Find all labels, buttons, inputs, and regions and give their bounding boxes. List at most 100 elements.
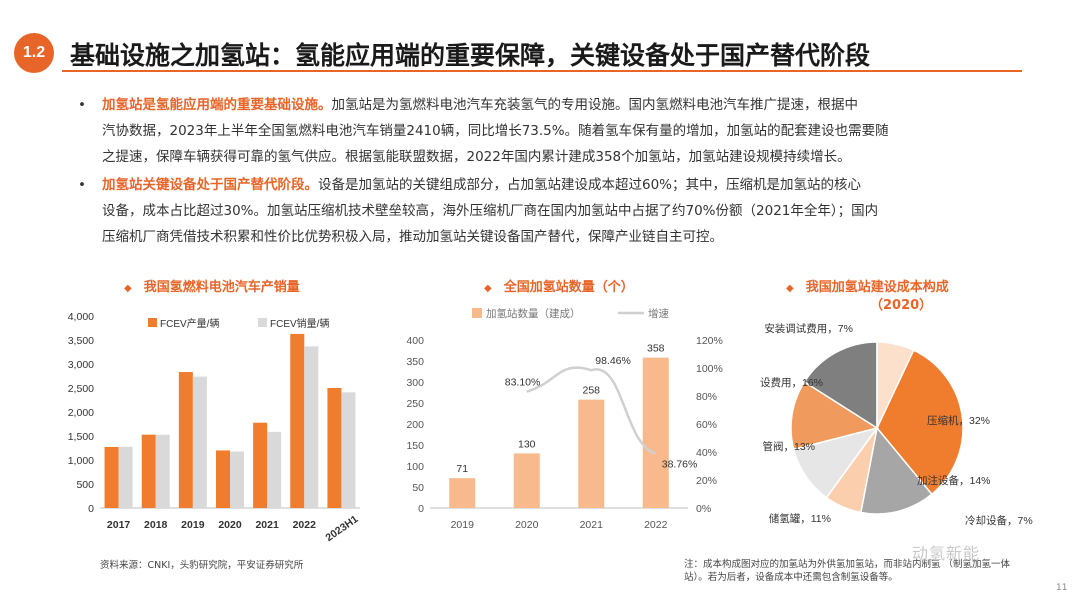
bar-sales — [192, 376, 207, 508]
pie-slice — [860, 426, 933, 515]
bar-sales — [304, 346, 319, 508]
line-data-label: 38.76% — [662, 459, 698, 471]
x-tick-label: 2018 — [144, 519, 168, 531]
x-tick-label: 2019 — [181, 519, 205, 531]
bar-sales — [341, 392, 356, 508]
bar-data-label: 71 — [456, 463, 468, 475]
y-tick-label: 1,000 — [68, 455, 94, 467]
hydrogen-station-count-chart: 0 50 100 150 200 250 300 350 400 0% 20% 40% 60% 80% 10… — [406, 307, 723, 531]
slide-header: 1.2 基础设施之加氢站：氢能应用端的重要保障，关键设备处于国产替代阶段 — [0, 0, 1080, 74]
pie-slice-label: 压缩机，32% — [927, 414, 990, 427]
section-number-badge: 1.2 — [14, 33, 54, 73]
y-tick-label: 50 — [412, 482, 424, 494]
chart1-title: ◆ 我国氢燃料电池汽车产销量 — [124, 276, 300, 295]
pie-slice — [790, 380, 879, 451]
page-title: 基础设施之加氢站：氢能应用端的重要保障，关键设备处于国产替代阶段 — [70, 41, 871, 70]
bar-sales — [118, 446, 133, 508]
bar-station-count — [449, 478, 476, 508]
y2-tick-label: 20% — [696, 475, 717, 487]
y-tick-label: 400 — [406, 335, 424, 347]
title-divider — [62, 70, 1022, 72]
page-number: 11 — [1056, 583, 1068, 593]
x-tick-label: 2020 — [218, 519, 242, 531]
y-tick-label: 500 — [76, 479, 94, 491]
bullet-text-line: 设备是加氢站的关键组成部分，占加氢站建设成本超过60%；其中，压缩机是加氢站的核… — [318, 177, 862, 193]
legend-label: 加氢站数量（建成） — [486, 307, 581, 320]
legend-swatch — [258, 318, 267, 327]
bar-sales — [267, 431, 282, 508]
diamond-icon: ◆ — [786, 283, 794, 294]
x-tick-label: 2019 — [451, 519, 475, 531]
y-tick-label: 3,000 — [68, 359, 94, 371]
y-tick-label: 250 — [406, 398, 424, 410]
bar-data-label: 358 — [647, 343, 665, 355]
watermark-text: 动氢新能 — [912, 544, 981, 563]
bullet-highlight: 加氢站关键设备处于国产替代阶段。 — [102, 177, 318, 193]
y-tick-label: 300 — [406, 377, 424, 389]
x-tick-label: 2021 — [255, 519, 279, 531]
y2-tick-label: 0% — [696, 503, 711, 515]
source-text: 资料来源：CNKI，头豹研究院，平安证券研究所 — [100, 560, 304, 571]
y-tick-label: 1,500 — [68, 431, 94, 443]
bullet-list: • 加氢站是氢能应用端的重要基础设施。加氢站是为氢燃料电池汽车充装氢气的专用设施… — [78, 92, 1008, 250]
chart2-title-text: 全国加氢站数量（个） — [503, 280, 634, 295]
bar-production — [290, 333, 305, 508]
pie-slice — [876, 341, 915, 429]
legend-label: FCEV产量/辆 — [160, 317, 219, 330]
bar-sales — [155, 434, 170, 508]
fcev-production-sales-chart: 0 500 1,000 1,500 2,000 2,500 3,000 3,500 4,000 2… — [68, 311, 361, 544]
station-cost-pie-chart: 压缩机，32% 加注设备，14% 冷却设备，7% 储氢罐，11% 管阀，13% 建设费用，… — [760, 322, 1033, 527]
y-tick-label: 200 — [406, 419, 424, 431]
chart1-title-text: 我国氢燃料电池汽车产销量 — [143, 280, 300, 295]
pie-slice-label: 加注设备，14% — [917, 474, 991, 487]
y-tick-label: 0 — [418, 503, 424, 515]
bar-station-count — [642, 357, 669, 508]
bar-station-count — [578, 399, 605, 508]
y-tick-label: 100 — [406, 461, 424, 473]
chart2-title: ◆ 全国加氢站数量（个） — [484, 276, 634, 295]
bullet-text-line: 设备，成本占比超过30%。加氢站压缩机技术壁垒较高，海外压缩机厂商在国内加氢站中… — [102, 203, 879, 219]
legend-label: 增速 — [648, 307, 669, 320]
line-data-label: 83.10% — [505, 377, 541, 389]
bar-production — [178, 372, 193, 508]
diamond-icon: ◆ — [124, 283, 132, 294]
y-tick-label: 2,500 — [68, 383, 94, 395]
bullet-text-line: 之提速，保障车辆获得可靠的氢气供应。根据氢能联盟数据，2022年国内累计建成35… — [102, 149, 851, 165]
chart3-subtitle: （2020） — [870, 298, 933, 313]
y-tick-label: 350 — [406, 356, 424, 368]
bar-sales — [230, 451, 244, 508]
y-tick-label: 3,500 — [68, 335, 94, 347]
bar-data-label: 130 — [518, 438, 536, 450]
bullet-text-line: 汽协数据，2023年上半年全国氢燃料电池汽车销量2410辆，同比增长73.5%。… — [102, 123, 889, 139]
bar-data-label: 258 — [582, 385, 600, 397]
y2-tick-label: 120% — [696, 335, 723, 347]
bar-production — [253, 422, 268, 508]
line-data-label: 98.46% — [595, 355, 631, 367]
pie-slice-label: 储氢罐，11% — [769, 512, 831, 525]
bullet-item-hydrogen-station: • 加氢站是氢能应用端的重要基础设施。加氢站是为氢燃料电池汽车充装氢气的专用设施… — [78, 92, 1008, 170]
x-tick-label: 2023H1 — [323, 513, 360, 544]
legend-swatch — [472, 308, 482, 318]
x-tick-label: 2021 — [580, 519, 604, 531]
x-tick-label: 2022 — [644, 519, 668, 531]
bar-production — [104, 446, 119, 508]
y2-tick-label: 40% — [696, 447, 717, 459]
pie-slice-label: 管阀，13% — [762, 440, 815, 453]
x-tick-label: 2022 — [293, 519, 317, 531]
bar-station-count — [513, 453, 540, 508]
pie-slice-label: 安装调试费用，7% — [764, 322, 853, 335]
y2-tick-label: 100% — [696, 363, 723, 375]
bar-production — [141, 434, 156, 508]
y2-tick-label: 60% — [696, 419, 717, 431]
diamond-icon: ◆ — [484, 283, 492, 294]
bullet-dot-icon: • — [78, 97, 86, 113]
bullet-item-key-equipment: • 加氢站关键设备处于国产替代阶段。设备是加氢站的关键组成部分，占加氢站建设成本… — [78, 172, 1008, 250]
x-tick-label: 2020 — [515, 519, 539, 531]
bullet-text-line: 压缩机厂商凭借技术积累和性价比优势积极入局，推动加氢站关键设备国产替代，保障产业… — [102, 229, 723, 245]
y2-tick-label: 80% — [696, 391, 717, 403]
y-tick-label: 0 — [88, 503, 94, 515]
bullet-highlight: 加氢站是氢能应用端的重要基础设施。 — [102, 97, 332, 113]
bar-production — [216, 450, 230, 508]
legend-label: FCEV销量/辆 — [270, 317, 329, 330]
pie-slice — [876, 349, 964, 496]
